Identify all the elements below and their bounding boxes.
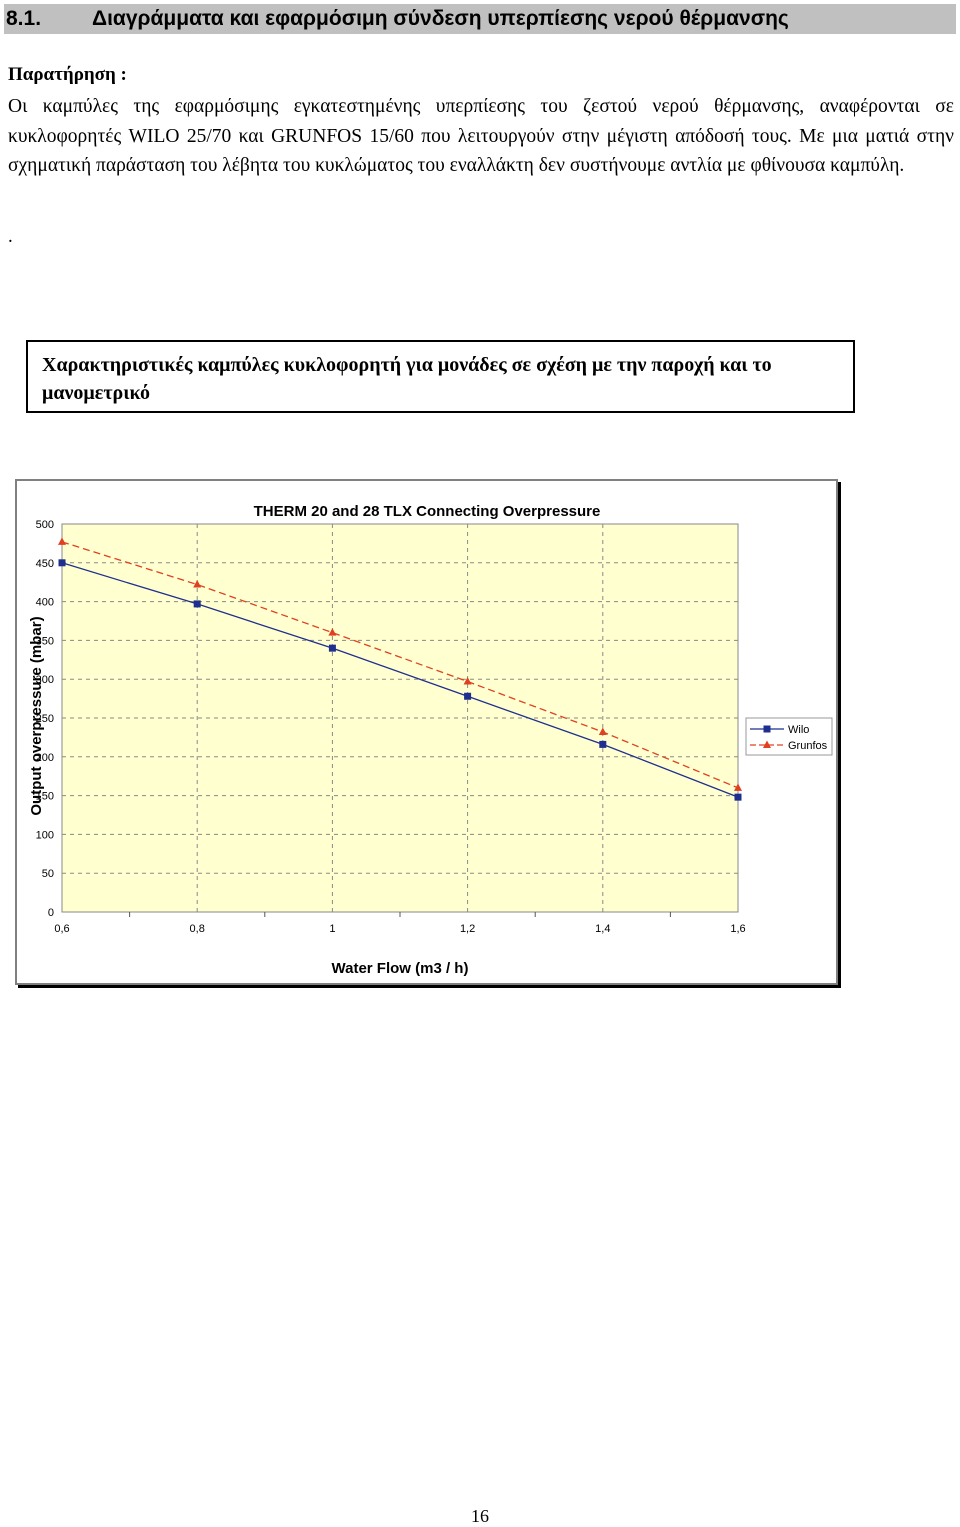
x-tick-label: 1,6 (730, 923, 745, 935)
legend-label-grunfos: Grunfos (788, 740, 828, 752)
chart-caption: Χαρακτηριστικές καμπύλες κυκλοφορητή για… (26, 340, 855, 413)
y-tick-label: 450 (36, 558, 54, 570)
y-tick-label: 400 (36, 597, 54, 609)
x-axis-label: Water Flow (m3 / h) (332, 960, 469, 977)
y-tick-label: 150 (36, 791, 54, 803)
data-point-grunfos (598, 727, 607, 735)
data-point-grunfos (193, 580, 202, 588)
y-axis-label: Output overpressure (mbar) (28, 616, 45, 815)
legend-marker-wilo (763, 725, 771, 733)
y-tick-label: 100 (36, 829, 54, 841)
section-header: 8.1. Διαγράμματα και εφαρμόσιμη σύνδεση υ… (4, 4, 956, 34)
page-number: 16 (471, 1506, 489, 1526)
separator-dot: . (8, 226, 13, 247)
data-point-wilo (328, 644, 336, 652)
y-tick-label: 500 (36, 519, 54, 531)
data-point-grunfos (328, 628, 337, 636)
section-number: 8.1. (6, 7, 42, 30)
data-point-wilo (58, 559, 66, 567)
data-point-grunfos (463, 677, 472, 685)
series-line-grunfos (61, 541, 739, 789)
data-point-wilo (464, 692, 472, 700)
y-tick-label: 200 (36, 752, 54, 764)
legend-box (745, 717, 833, 756)
chart-frame: 0 50 100 150 200 250 300 350 400 450 500 0,6 0,8 1 1,2… (15, 479, 838, 985)
legend-label-wilo: Wilo (788, 724, 809, 736)
x-tick-label: 0,6 (54, 923, 69, 935)
section-title: Διαγράμματα και εφαρμόσιμη σύνδεση υπερπ… (92, 7, 789, 30)
y-tick-label: 300 (36, 674, 54, 686)
data-point-wilo (193, 600, 201, 608)
y-tick-label: 350 (36, 635, 54, 647)
x-tick-label: 1,4 (595, 923, 610, 935)
legend-marker-grunfos (763, 740, 771, 748)
note-text: Οι καμπύλες της εφαρμόσιμης εγκατεστημέν… (8, 96, 954, 176)
x-tick-label: 0,8 (190, 923, 205, 935)
x-tick-label: 1,2 (460, 923, 475, 935)
data-point-grunfos (58, 537, 66, 545)
x-tick-label: 1 (329, 923, 335, 935)
chart-title: THERM 20 and 28 TLX Connecting Overpress… (254, 503, 601, 520)
data-point-grunfos (734, 783, 742, 791)
note-label: Παρατήρηση : (8, 64, 127, 85)
y-tick-label: 0 (48, 907, 54, 919)
series-line-wilo (61, 562, 739, 798)
data-point-wilo (599, 740, 607, 748)
overpressure-chart: 0 50 100 150 200 250 300 350 400 450 500 0,6 0,8 1 1,2… (28, 503, 833, 977)
y-tick-label: 250 (36, 713, 54, 725)
y-tick-label: 50 (42, 868, 54, 880)
data-point-wilo (734, 793, 742, 801)
